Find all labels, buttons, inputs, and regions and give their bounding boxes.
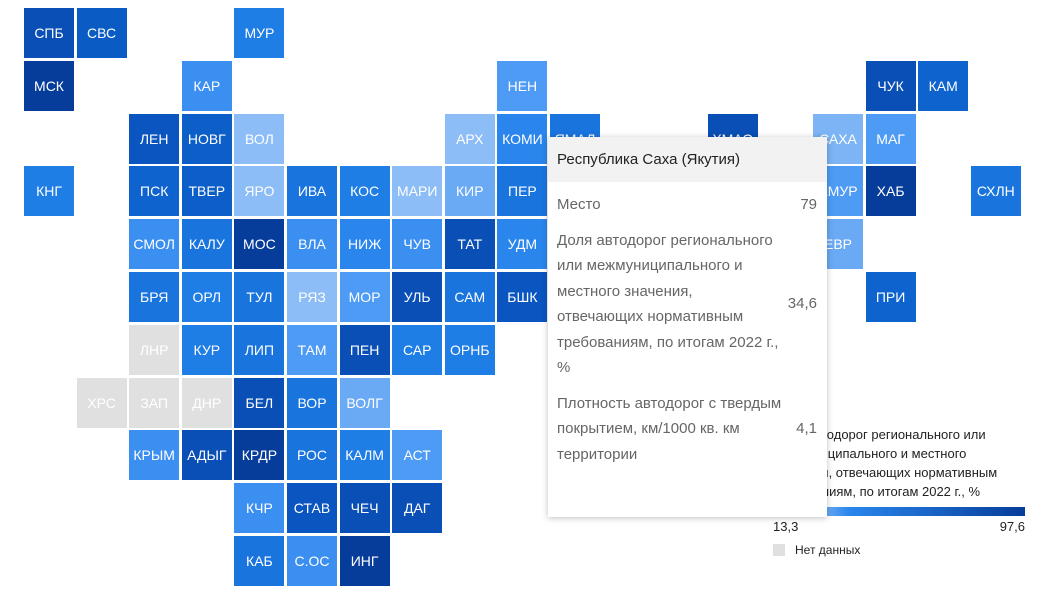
region-tile: КАР (181, 60, 232, 111)
region-tile: ЧЕЧ (339, 483, 390, 534)
tooltip-label: Плотность автодорог с твердым покрытием,… (557, 394, 782, 463)
region-tile: ДАГ (392, 483, 443, 534)
region-tile: ИВА (287, 166, 337, 217)
region-tile: ЯРО (234, 166, 285, 217)
region-tile: НЕН (497, 60, 548, 111)
region-tile: КРЫМ (129, 430, 180, 481)
legend-ends: 13,3 97,6 (773, 519, 1025, 534)
region-tile: КУР (181, 324, 232, 375)
region-tile: ТАМ (287, 324, 337, 375)
region-tile: СХЛН (970, 166, 1021, 217)
region-tile: КНГ (24, 166, 74, 217)
region-tile: ПСК (129, 166, 180, 217)
region-tile: ВЛА (287, 219, 337, 270)
tooltip-value: 4,1 (796, 420, 817, 437)
region-tile: С.ОС (287, 536, 337, 586)
region-tile: САР (392, 324, 443, 375)
region-tile: ХАБ (865, 166, 916, 217)
region-tile: МУР (234, 8, 285, 58)
region-tile: ВОЛ (234, 113, 285, 164)
region-tile: ТВЕР (181, 166, 232, 217)
region-tile: КАЛМ (339, 430, 390, 481)
region-tile: ЛНР (129, 324, 180, 375)
region-tile: ОРНБ (444, 324, 495, 375)
region-tile: КЧР (234, 483, 285, 534)
tooltip-value: 34,6 (787, 295, 817, 313)
region-tile: РЯЗ (287, 272, 337, 322)
region-tile: АРХ (444, 113, 495, 164)
region-tile: САМ (444, 272, 495, 322)
tooltip-row: Место 79 (548, 192, 827, 218)
region-tile: ЛИП (234, 324, 285, 375)
region-tile: НИЖ (339, 219, 390, 270)
region-tile: ОРЛ (181, 272, 232, 322)
region-tile: АСТ (392, 430, 443, 481)
region-tile: ТУЛ (234, 272, 285, 322)
region-tile: САХА (813, 113, 863, 164)
tooltip-label: Доля автодорог регионального или межмуни… (557, 231, 779, 377)
region-tile: ЛЕН (129, 113, 180, 164)
region-tile: КОМИ (497, 113, 548, 164)
region-tile: КАМ (918, 60, 969, 111)
region-tile: ЧУВ (392, 219, 443, 270)
legend-gradient (773, 507, 1025, 516)
region-tile: АДЫГ (181, 430, 232, 481)
region-tile: КАБ (234, 536, 285, 586)
region-tile: БШК (497, 272, 548, 322)
legend-min: 13,3 (773, 519, 799, 534)
region-tile: ЗАП (129, 377, 180, 428)
tooltip-row: Плотность автодорог с твердым покрытием,… (548, 391, 827, 468)
region-tile: МАГ (865, 113, 916, 164)
region-tile: КАЛУ (181, 219, 232, 270)
tooltip: Республика Саха (Якутия) Место 79 Доля авт… (548, 137, 827, 517)
region-tile: СВС (76, 8, 127, 58)
region-tile: СМОЛ (129, 219, 180, 270)
region-tile: МОС (234, 219, 285, 270)
legend-no-data: Нет данных (773, 543, 1025, 557)
no-data-label: Нет данных (795, 543, 861, 557)
region-tile: КОС (339, 166, 390, 217)
tooltip-rows: Место 79 Доля автодорог регионального или … (548, 192, 827, 467)
region-tile: ДНР (181, 377, 232, 428)
region-tile: РОС (287, 430, 337, 481)
region-tile: ЧУК (865, 60, 916, 111)
tooltip-title: Республика Саха (Якутия) (548, 137, 827, 182)
region-tile: ХРС (76, 377, 127, 428)
region-tile: УЛЬ (392, 272, 443, 322)
region-tile: КРДР (234, 430, 285, 481)
region-tile: МАРИ (392, 166, 443, 217)
region-tile: МСК (24, 60, 74, 111)
region-tile: ТАТ (444, 219, 495, 270)
region-tile: СТАВ (287, 483, 337, 534)
region-tile: ПЕН (339, 324, 390, 375)
region-tile: СПБ (24, 8, 74, 58)
region-tile: УДМ (497, 219, 548, 270)
tooltip-label: Место (557, 196, 601, 213)
tooltip-row: Доля автодорог регионального или межмуни… (548, 228, 827, 381)
region-tile: КИР (444, 166, 495, 217)
region-tile: ВОЛГ (339, 377, 390, 428)
legend-max: 97,6 (999, 519, 1025, 534)
region-tile: ИНГ (339, 536, 390, 586)
no-data-swatch (773, 544, 785, 556)
region-tile: ВОР (287, 377, 337, 428)
tooltip-value: 79 (800, 196, 817, 213)
region-tile: БЕЛ (234, 377, 285, 428)
region-tile: ПЕР (497, 166, 548, 217)
region-tile: ПРИ (865, 272, 916, 322)
region-tile: НОВГ (181, 113, 232, 164)
region-tile: МОР (339, 272, 390, 322)
region-tile: БРЯ (129, 272, 180, 322)
